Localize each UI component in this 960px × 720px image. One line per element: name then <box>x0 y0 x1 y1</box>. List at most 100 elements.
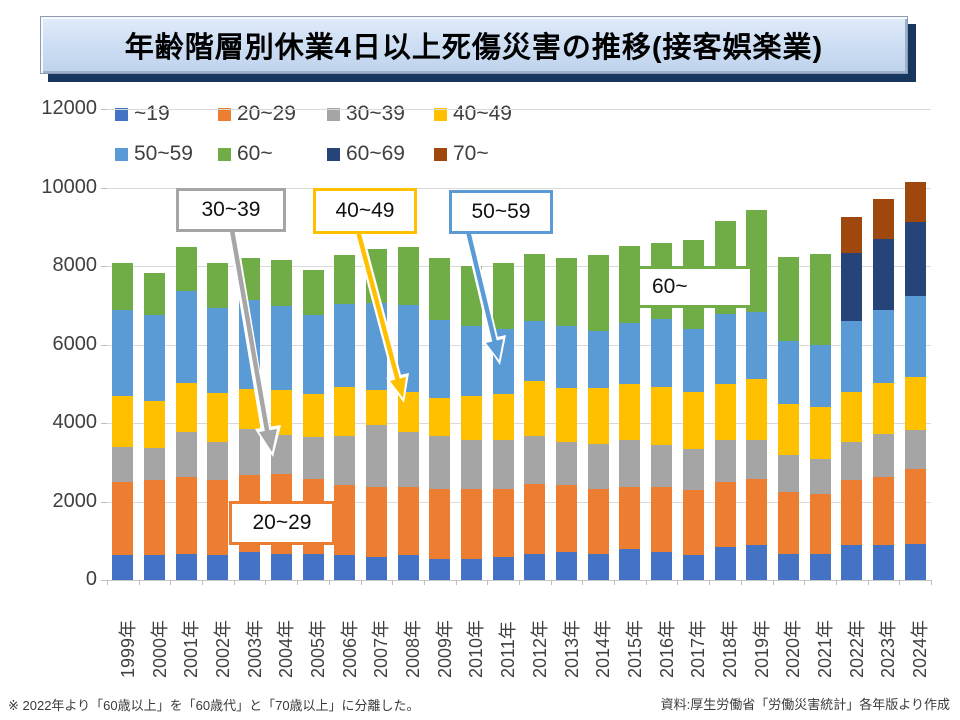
x-axis-label: 2003年 <box>244 619 265 678</box>
y-axis-tick <box>101 580 107 581</box>
x-axis-tick <box>645 580 647 585</box>
bar-2016年 <box>651 109 673 580</box>
bar-segment-~19 <box>460 559 482 580</box>
bar-segment-~19 <box>524 554 546 580</box>
legend-label: 40~49 <box>453 102 512 125</box>
x-axis-label: 2016年 <box>656 619 677 678</box>
x-axis-label: 2021年 <box>815 619 836 678</box>
bar-segment-~19 <box>112 555 134 580</box>
y-axis-label: 12000 <box>41 97 97 119</box>
x-axis-label: 2014年 <box>593 619 614 678</box>
x-axis-tick <box>709 580 711 585</box>
bar-segment-50~59 <box>872 309 894 384</box>
bar-segment-~19 <box>207 555 229 580</box>
x-axis-label: 2007年 <box>371 619 392 678</box>
bar-segment-50~59 <box>397 304 419 393</box>
bar-2023年 <box>872 109 894 580</box>
x-axis-tick <box>899 580 901 585</box>
x-axis-label: 2022年 <box>846 619 867 678</box>
x-axis-label: 2023年 <box>878 619 899 678</box>
bar-segment-30~39 <box>651 445 673 488</box>
x-axis-tick <box>328 580 330 585</box>
bar-segment-20~29 <box>682 490 704 556</box>
bar-segment-30~39 <box>746 439 768 480</box>
bar-segment-~19 <box>777 554 799 580</box>
x-axis-tick <box>835 580 837 585</box>
bar-segment-40~49 <box>556 388 578 443</box>
legend-label: 60~ <box>237 142 273 165</box>
y-axis-label: 10000 <box>41 175 97 198</box>
bar-segment-~19 <box>841 545 863 580</box>
bar-1999年 <box>112 109 134 580</box>
bar-segment-50~59 <box>841 320 863 393</box>
x-axis-tick <box>360 580 362 585</box>
gridline <box>107 266 931 267</box>
bar-segment-40~49 <box>460 395 482 441</box>
x-axis-label: 2012年 <box>529 619 550 678</box>
y-axis-label: 4000 <box>52 411 98 433</box>
bar-segment-~19 <box>239 552 261 580</box>
bar-segment-20~29 <box>365 487 387 558</box>
bar-segment-50~59 <box>334 303 356 387</box>
bar-segment-60~ <box>587 255 609 331</box>
bar-segment-30~39 <box>207 442 229 481</box>
bar-segment-40~49 <box>112 395 134 448</box>
x-axis-tick <box>392 580 394 585</box>
x-axis-tick <box>202 580 204 585</box>
bar-segment-~19 <box>872 545 894 580</box>
y-axis-label: 0 <box>85 568 97 590</box>
bar-segment-20~29 <box>777 492 799 555</box>
legend-item-40~49: 40~49 <box>434 101 512 127</box>
callout-60-label: 60~ <box>652 275 688 298</box>
x-axis-label: 2018年 <box>720 619 740 678</box>
x-axis-label: 2004年 <box>276 619 297 678</box>
x-axis-tick <box>107 580 108 585</box>
callout-40-49-label: 40~49 <box>335 199 395 222</box>
legend-item-60~: 60~ <box>218 141 273 167</box>
y-axis-label: 6000 <box>52 332 98 355</box>
y-axis-tick <box>101 423 107 424</box>
bar-segment-60~ <box>334 255 356 304</box>
bar-segment-60~69 <box>904 221 926 296</box>
bar-segment-20~29 <box>746 479 768 546</box>
bar-2015年 <box>619 109 641 580</box>
bar-segment-40~49 <box>524 381 546 436</box>
y-axis-tick <box>101 501 107 503</box>
bar-segment-20~29 <box>429 489 451 560</box>
bar-segment-30~39 <box>619 440 641 488</box>
bar-segment-40~49 <box>239 389 261 430</box>
legend-item-20~29: 20~29 <box>218 101 296 127</box>
x-axis-tick <box>772 580 774 585</box>
bar-segment-30~39 <box>904 430 926 470</box>
title-banner: 年齢階層別休業4日以上死傷災害の推移(接客娯楽業) <box>40 16 908 74</box>
bar-segment-40~49 <box>429 397 451 436</box>
bar-2024年 <box>904 109 926 580</box>
bar-segment-60~ <box>144 272 166 315</box>
x-axis-tick <box>550 580 552 585</box>
bar-2002年 <box>207 109 229 580</box>
x-axis-label: 2005年 <box>308 619 328 678</box>
bar-2017年 <box>682 109 704 580</box>
x-axis-label: 2024年 <box>910 619 931 678</box>
legend-swatch <box>218 147 231 161</box>
x-axis-tick <box>487 580 489 585</box>
footnote-note: ※ 2022年より「60歳以上」を「60歳代」と「70歳以上」に分離した。 <box>8 698 420 713</box>
bar-segment-20~29 <box>556 485 578 553</box>
x-axis-tick <box>265 580 267 585</box>
bar-segment-50~59 <box>429 319 451 398</box>
bar-segment-60~ <box>239 257 261 300</box>
legend-label: 20~29 <box>237 102 296 125</box>
bar-segment-~19 <box>682 555 704 580</box>
bar-segment-~19 <box>587 554 609 580</box>
bar-segment-40~49 <box>619 384 641 441</box>
bar-segment-~19 <box>492 557 514 580</box>
bar-2013年 <box>556 109 578 580</box>
bar-segment-50~59 <box>619 322 641 385</box>
bar-segment-~19 <box>175 554 197 580</box>
bar-segment-50~59 <box>904 295 926 377</box>
bar-segment-~19 <box>746 545 768 580</box>
bar-segment-40~49 <box>207 392 229 443</box>
bar-segment-40~49 <box>904 376 926 431</box>
x-axis-tick <box>297 580 299 585</box>
bar-segment-60~ <box>556 257 578 326</box>
